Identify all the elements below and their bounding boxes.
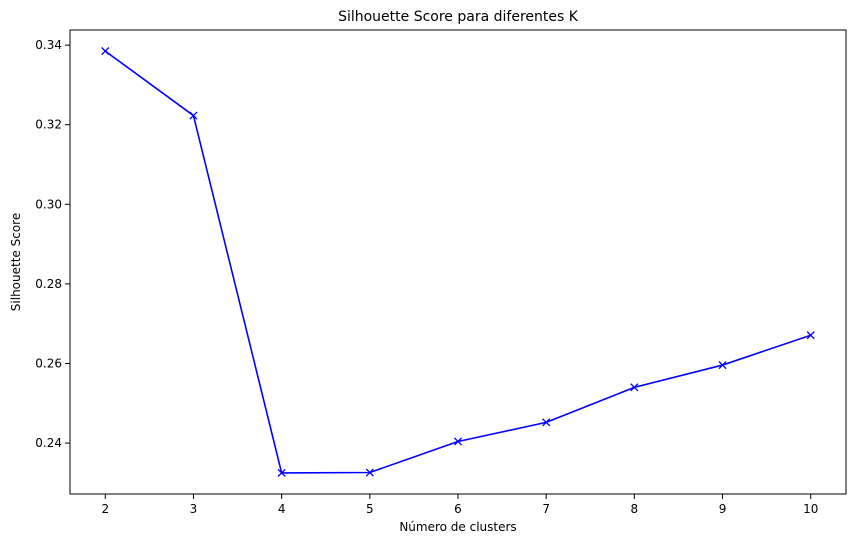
- y-axis-ticks: 0.24 0.26 0.28 0.30 0.32 0.34: [35, 38, 70, 450]
- x-tick-label: 10: [803, 502, 818, 516]
- x-tick-label: 4: [278, 502, 286, 516]
- data-point: [453, 437, 463, 446]
- chart-title: Silhouette Score para diferentes K: [338, 9, 579, 25]
- x-axis-ticks: 2 3 4 5 6 7 8 9 10: [101, 494, 818, 516]
- data-point: [806, 331, 815, 340]
- y-tick-label: 0.32: [35, 118, 62, 132]
- data-point: [277, 468, 286, 477]
- x-axis-label: Número de clusters: [399, 520, 516, 534]
- series-layer: [101, 47, 815, 477]
- data-point: [542, 418, 551, 427]
- y-tick-label: 0.26: [35, 356, 62, 370]
- plot-area: [69, 29, 847, 495]
- x-tick-label: 7: [542, 502, 550, 516]
- x-tick-label: 2: [101, 502, 109, 516]
- x-tick-label: 5: [366, 502, 374, 516]
- y-axis-label: Silhouette Score: [9, 213, 23, 311]
- x-tick-label: 8: [631, 502, 639, 516]
- x-tick-label: 3: [190, 502, 198, 516]
- data-point: [630, 383, 639, 392]
- data-point: [365, 468, 374, 477]
- y-tick-label: 0.24: [35, 436, 62, 450]
- data-point: [101, 47, 110, 56]
- y-tick-label: 0.30: [35, 197, 62, 211]
- y-tick-label: 0.28: [35, 277, 62, 291]
- x-tick-label: 6: [454, 502, 462, 516]
- data-point: [189, 111, 198, 120]
- data-point: [718, 361, 727, 370]
- x-tick-label: 9: [719, 502, 727, 516]
- y-tick-label: 0.34: [35, 38, 62, 52]
